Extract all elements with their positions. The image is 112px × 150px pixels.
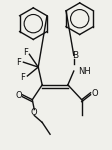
Text: F: F xyxy=(20,74,25,82)
Text: F: F xyxy=(16,58,21,67)
Text: O: O xyxy=(15,91,22,100)
Text: B: B xyxy=(72,51,78,60)
Text: O: O xyxy=(31,108,38,117)
Text: NH: NH xyxy=(78,67,90,76)
Text: F: F xyxy=(23,48,28,57)
Text: O: O xyxy=(91,89,98,98)
